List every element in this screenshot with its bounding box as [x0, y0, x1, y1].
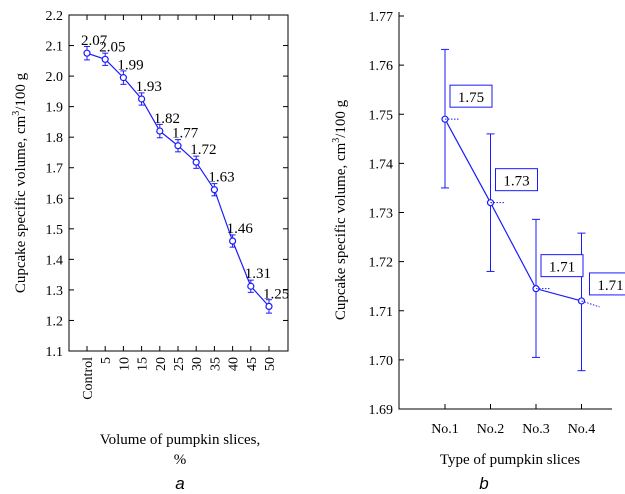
data-point-a	[265, 302, 273, 311]
y-tick-label-a: 1.7	[46, 162, 64, 177]
x-tick-label-a: 15	[136, 357, 151, 371]
data-point-a	[210, 186, 218, 194]
y-tick-label-b: 1.73	[369, 207, 394, 222]
panel-letter-a: a	[175, 474, 184, 493]
data-point-a	[101, 55, 109, 63]
plot-area-frame-a	[68, 14, 289, 352]
panel-letter-b: b	[479, 474, 488, 493]
x-tick-label-a: Control	[81, 357, 96, 400]
y-tick-label-a: 1.4	[46, 253, 64, 268]
data-label-a: 1.25	[263, 286, 289, 302]
data-label-b: 1.71	[549, 260, 575, 276]
x-tick-label-a: 30	[190, 357, 205, 371]
y-tick-label-a: 1.3	[46, 284, 64, 299]
y-axis-title-a: Cupcake specific volume, cm3/100 g	[11, 72, 29, 293]
series-line-a	[86, 52, 270, 307]
data-label-a: 1.72	[190, 142, 216, 158]
chart-b: 1.69 1.70 1.71 1.72 1.73 1.74 1.75 1.76 1.77 No.…	[331, 10, 625, 493]
y-tick-label-a: 2.1	[46, 40, 64, 55]
data-label-a: 1.31	[245, 266, 271, 282]
y-tick-label-b: 1.75	[369, 108, 394, 123]
x-tick-label-a: 35	[208, 357, 223, 371]
data-label-box-b	[540, 254, 584, 278]
x-tick-label-a: 10	[117, 357, 132, 371]
data-label-a: 2.07	[81, 33, 108, 49]
series-line-b	[444, 118, 582, 302]
y-tick-label-a: 2.0	[46, 70, 64, 85]
data-label-box-b	[589, 272, 625, 296]
y-tick-label-b: 1.74	[369, 157, 394, 172]
y-tick-label-b: 1.77	[369, 10, 394, 25]
y-tick-label-a: 1.1	[46, 345, 64, 360]
data-label-box-b	[495, 168, 538, 192]
data-label-a: 1.82	[154, 111, 180, 127]
x-tick-label-b: No.2	[477, 422, 505, 437]
x-tick-label-b: No.4	[568, 422, 596, 437]
data-point-a	[119, 74, 128, 82]
y-tick-label-b: 1.72	[369, 256, 394, 271]
data-label-b: 1.73	[503, 174, 529, 190]
y-tick-label-b: 1.69	[369, 403, 394, 418]
data-label-box-b	[449, 84, 493, 108]
x-tick-label-b: No.3	[522, 422, 550, 437]
data-label-a: 1.63	[208, 170, 234, 186]
x-axis-title-a-line2: %	[174, 452, 187, 468]
data-label-a: 1.93	[136, 79, 162, 95]
y-tick-label-a: 1.5	[46, 223, 64, 238]
data-label-a: 1.99	[117, 58, 143, 74]
data-label-a: 2.05	[99, 39, 125, 55]
x-tick-label-b: No.1	[431, 422, 459, 437]
data-point-a	[192, 158, 200, 166]
y-tick-label-a: 1.8	[46, 131, 64, 146]
data-label-b: 1.71	[597, 278, 623, 294]
data-point-a	[156, 127, 164, 135]
x-tick-label-a: 40	[227, 357, 242, 371]
y-tick-label-b: 1.76	[369, 59, 394, 74]
y-tick-label-a: 1.9	[46, 101, 64, 116]
data-point-a	[247, 282, 255, 290]
x-tick-label-a: 50	[263, 357, 278, 371]
y-tick-label-a: 1.2	[46, 314, 64, 329]
y-tick-label-a: 1.6	[46, 192, 64, 207]
data-point-a	[229, 237, 237, 245]
x-tick-label-a: 45	[245, 357, 260, 371]
y-tick-label-b: 1.71	[369, 305, 394, 320]
data-point-a	[174, 142, 182, 150]
data-label-b: 1.75	[458, 90, 484, 106]
x-tick-label-a: 20	[154, 357, 169, 371]
x-axis-title-b: Type of pumpkin slices	[440, 452, 580, 468]
data-label-a: 1.77	[172, 126, 199, 142]
label-leader-b	[581, 300, 600, 308]
y-tick-label-b: 1.70	[369, 354, 394, 369]
data-label-a: 1.46	[227, 221, 254, 237]
y-axis-title-b: Cupcake specific volume, cm3/100 g	[331, 99, 349, 320]
data-point-a	[83, 49, 91, 57]
y-tick-label-a: 2.2	[46, 9, 64, 24]
x-tick-label-a: 5	[99, 357, 114, 364]
chart-a: 1.1 1.2 1.3 1.4 1.5 1.6 1.7 1.8 1.9 2.0 2.1 2.2 Con…	[11, 9, 289, 493]
data-point-a	[138, 95, 146, 103]
x-tick-label-a: 25	[172, 357, 187, 371]
x-axis-title-a: Volume of pumpkin slices,	[100, 432, 261, 448]
axes-b	[398, 12, 612, 410]
